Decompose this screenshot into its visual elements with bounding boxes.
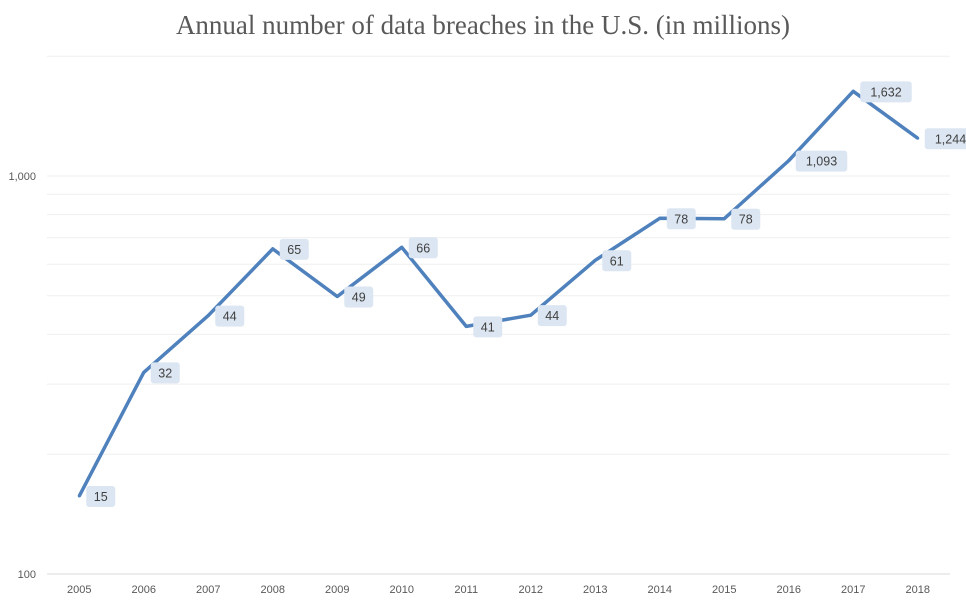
data-label: 44	[545, 309, 559, 323]
data-point	[916, 136, 920, 140]
data-label: 1,244	[935, 132, 966, 146]
data-point	[206, 314, 210, 318]
x-tick-label: 2011	[454, 584, 478, 596]
data-label-box	[86, 486, 116, 508]
x-tick-label: 2007	[196, 584, 220, 596]
data-label-box	[731, 208, 761, 230]
x-tick-label: 2017	[841, 584, 865, 596]
data-label: 1,632	[870, 85, 901, 99]
data-point	[529, 313, 533, 317]
data-label: 41	[481, 320, 495, 334]
x-tick-label: 2008	[261, 584, 285, 596]
data-point	[787, 159, 791, 163]
data-label-box	[924, 128, 966, 150]
data-label-box	[666, 208, 696, 230]
data-label: 44	[223, 310, 237, 324]
x-tick-label: 2006	[132, 584, 156, 596]
data-label: 32	[158, 366, 172, 380]
data-point	[400, 245, 404, 249]
x-tick-label: 2013	[583, 584, 607, 596]
data-point	[77, 494, 81, 498]
x-tick-label: 2010	[390, 584, 414, 596]
data-point	[464, 324, 468, 328]
x-tick-label: 2005	[67, 584, 91, 596]
data-label: 78	[739, 213, 753, 227]
data-label-box	[602, 250, 632, 272]
y-tick-label: 100	[18, 569, 36, 581]
x-tick-label: 2012	[519, 584, 543, 596]
data-label-box	[860, 81, 912, 103]
data-label: 49	[352, 291, 366, 305]
x-tick-label: 2014	[648, 584, 672, 596]
x-tick-label: 2015	[712, 584, 736, 596]
data-point	[142, 370, 146, 374]
data-label-box	[344, 286, 374, 308]
data-label: 78	[674, 212, 688, 226]
data-label-box	[279, 238, 309, 260]
data-label-box	[408, 237, 438, 259]
data-label: 15	[94, 490, 108, 504]
data-label-box	[537, 305, 567, 327]
series-line	[77, 89, 919, 497]
data-point	[851, 89, 855, 93]
data-label-box	[150, 362, 180, 384]
data-label: 61	[610, 254, 624, 268]
data-label-box	[795, 150, 848, 172]
data-label-box	[215, 305, 245, 327]
y-tick-label: 1,000	[8, 171, 36, 183]
chart-title: Annual number of data breaches in the U.…	[175, 10, 791, 40]
data-point	[271, 247, 275, 251]
x-tick-label: 2016	[777, 584, 801, 596]
data-point	[335, 295, 339, 299]
data-point	[722, 217, 726, 221]
x-tick-label: 2018	[906, 584, 930, 596]
data-label: 1,093	[806, 155, 837, 169]
data-label: 66	[416, 241, 430, 255]
data-label-box	[473, 316, 503, 338]
x-tick-label: 2009	[325, 584, 349, 596]
data-label: 65	[287, 243, 301, 257]
data-point	[593, 258, 597, 262]
data-point	[658, 216, 662, 220]
